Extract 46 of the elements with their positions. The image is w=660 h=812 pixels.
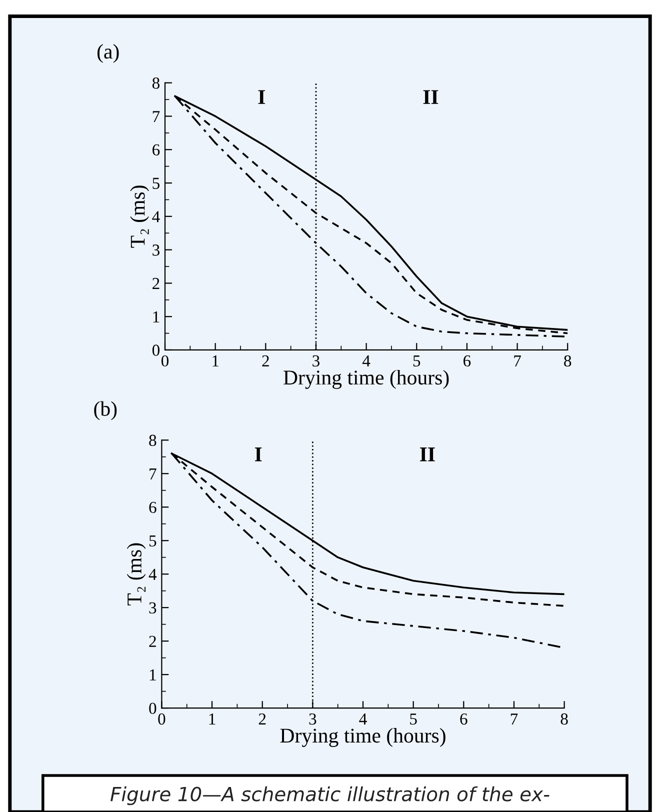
y-tick-label: 8 [149, 434, 156, 446]
x-tick-label: 8 [560, 713, 568, 725]
y-tick-label: 7 [152, 111, 160, 122]
x-tick-label: 7 [514, 355, 521, 366]
y-tick-label: 5 [152, 178, 160, 189]
x-tick-label: 5 [410, 714, 417, 725]
x-tick-label: 6 [460, 713, 468, 725]
x-tick-label: 4 [362, 355, 370, 366]
annotation: I [254, 448, 262, 462]
x-tick-label: 3 [312, 355, 320, 367]
y-tick-label: 0 [152, 344, 160, 356]
x-tick-label: 1 [209, 713, 216, 724]
y-tick-label: 0 [149, 702, 156, 714]
y-tick-label: 4 [152, 211, 160, 222]
x-tick-label: 4 [359, 714, 367, 724]
x-tick-label: 2 [258, 713, 266, 724]
x-tick-label: 8 [564, 355, 572, 367]
y-tick-label: 2 [152, 278, 160, 289]
x-tick-label: 3 [309, 713, 316, 725]
annotation: I [258, 90, 265, 104]
annotation: II [423, 90, 438, 104]
x-tick-label: 0 [161, 355, 169, 367]
y-tick-label: 3 [149, 602, 156, 614]
y-tick-label: 5 [149, 535, 156, 547]
x-tick-label: 7 [510, 714, 518, 724]
annotation: II [420, 448, 435, 462]
y-tick-label: 4 [148, 568, 157, 580]
chart-title: (b) [94, 401, 117, 420]
x-tick-label: 1 [212, 355, 218, 366]
y-tick-label: 1 [153, 311, 160, 322]
x-tick-label: 2 [262, 355, 269, 366]
y-tick-label: 6 [152, 144, 160, 156]
x-axis-title: Drying time (hours) [280, 728, 446, 747]
y-tick-label: 3 [152, 244, 160, 256]
y-axis-title: T₂ (ms) [126, 543, 146, 606]
caption: Figure 10—A schematic illustration of the ex- [110, 786, 550, 806]
chart-title: (a) [97, 44, 119, 63]
y-tick-label: 8 [152, 78, 160, 89]
y-axis-title: T₂ (ms) [130, 186, 150, 248]
y-tick-label: 6 [149, 502, 156, 514]
x-tick-label: 5 [413, 355, 420, 367]
y-tick-label: 7 [150, 468, 156, 480]
x-axis-title: Drying time (hours) [284, 370, 449, 389]
x-tick-label: 6 [464, 355, 471, 367]
y-tick-label: 1 [150, 669, 156, 680]
y-tick-label: 2 [149, 636, 156, 647]
